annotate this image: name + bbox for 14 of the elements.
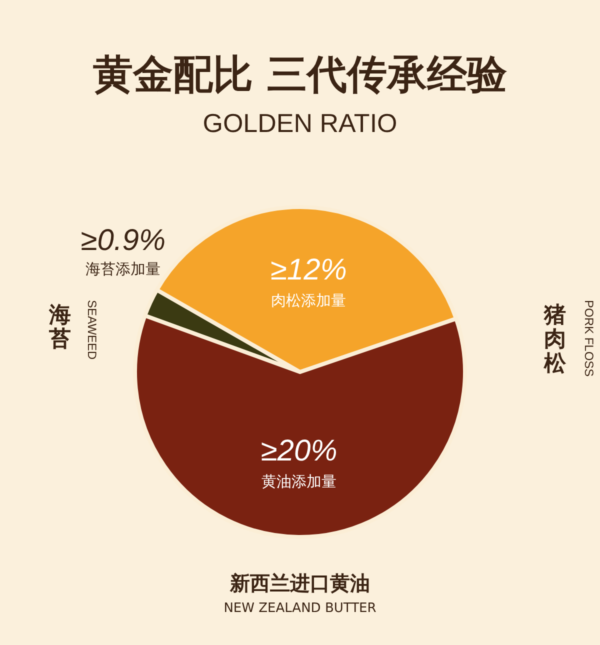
data-label: ≥12% (270, 254, 347, 287)
text: 猪肉松 (543, 303, 567, 376)
slice-label: 黄油添加量 (262, 472, 337, 491)
data-label: ≥20% (260, 434, 338, 468)
slice-label: 肉松添加量 (271, 292, 346, 310)
chart-title: 黄金配比 三代传承经验 (93, 52, 508, 98)
text: PORK FLOSS (582, 300, 596, 377)
text: NEW ZEALAND BUTTER (224, 601, 376, 616)
text: 新西兰进口黄油 (229, 571, 370, 595)
text: SEAWEED (85, 300, 99, 360)
slice-label: 海苔添加量 (86, 260, 161, 278)
data-label: ≥0.9% (80, 224, 166, 257)
text: 海苔 (48, 303, 71, 352)
chart-subtitle: GOLDEN RATIO (202, 108, 398, 138)
